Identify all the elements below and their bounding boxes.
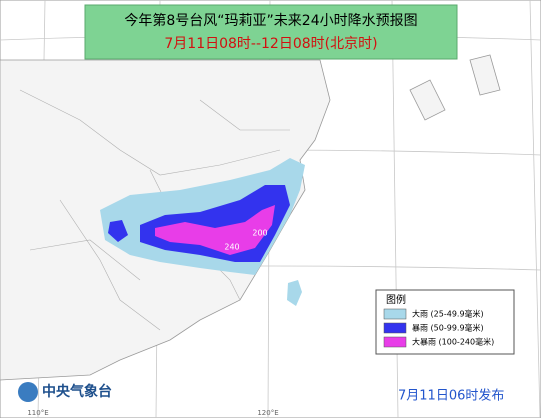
- legend-swatch: [383, 308, 407, 320]
- islands: [409, 54, 501, 121]
- issue-time: 7月11日06时发布: [398, 388, 504, 404]
- legend-label: 暴雨 (50-99.9毫米): [412, 323, 484, 333]
- map-label: 200: [252, 229, 267, 238]
- legend-items: 大雨 (25-49.9毫米) 暴雨 (50-99.9毫米) 大暴雨 (100-240…: [383, 308, 494, 348]
- longitude-label: 110°E: [27, 409, 48, 417]
- legend-swatch: [383, 322, 407, 334]
- subtitle: 7月11日08时--12日08时(北京时): [164, 36, 377, 52]
- legend-title: 图例: [386, 293, 406, 306]
- agency: 中央气象台: [42, 383, 112, 400]
- legend-label: 大暴雨 (100-240毫米): [412, 337, 494, 347]
- rain-heavy-rainstorm-area: [155, 205, 275, 255]
- longitude-label: 120°E: [257, 409, 278, 417]
- logo: [18, 382, 38, 402]
- rain-heavy-area: [287, 280, 302, 306]
- title: 今年第8号台风“玛莉亚”未来24小时降水预报图: [124, 12, 417, 29]
- legend-swatch: [383, 336, 407, 348]
- legend-label: 大雨 (25-49.9毫米): [412, 309, 484, 319]
- map-label: 240: [224, 243, 239, 252]
- title-box: [84, 4, 458, 60]
